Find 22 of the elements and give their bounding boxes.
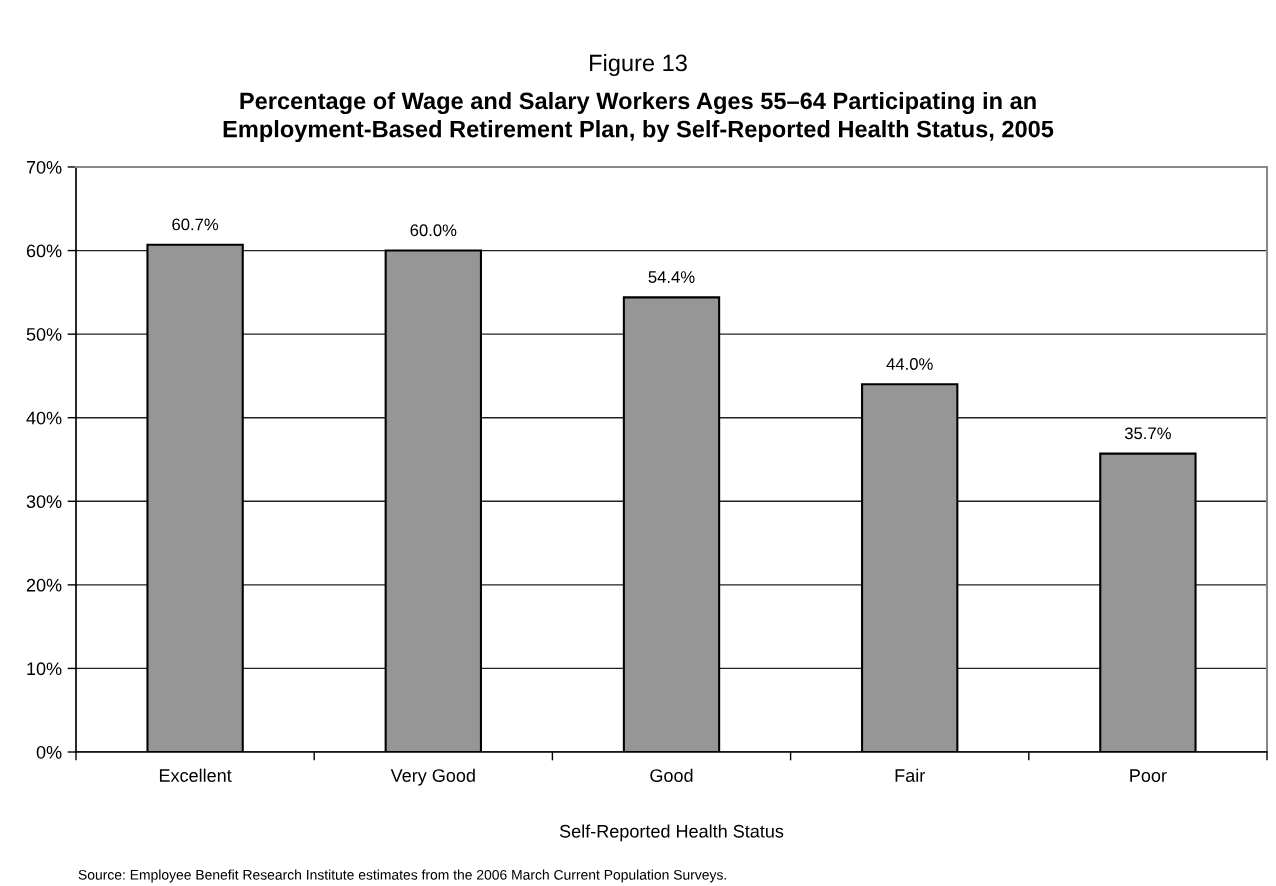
data-label: 35.7%	[1124, 427, 1171, 440]
data-label: 44.0%	[886, 358, 933, 370]
y-tick-label: 30%	[26, 495, 62, 509]
y-tick-label: 50%	[26, 328, 62, 341]
y-tick-label: 40%	[26, 411, 62, 425]
chart-subtitle: Percentage of Wage and Salary Workers Ages 55–64 Participating in an Employment-Based Retirement Plan, by Self-Reported Health Status, 2005	[223, 91, 1054, 143]
y-tick-label: 70%	[26, 160, 62, 174]
y-tick-label: 0%	[36, 745, 62, 759]
x-tick-label: Poor	[1130, 769, 1167, 782]
data-label: 60.0%	[410, 224, 457, 237]
chart-title: Figure 13	[590, 54, 687, 76]
data-label: 54.4%	[648, 271, 695, 283]
x-tick-label: Very Good	[390, 768, 475, 786]
y-tick-label: 10%	[27, 662, 62, 676]
data-label: 60.7%	[172, 218, 219, 231]
x-axis-title: Self-Reported Health Status	[559, 824, 784, 842]
source-note: Source: Employee Benefit Research Institute estimates from the 2006 March Current Population Surveys.	[78, 869, 726, 883]
x-tick-label: Good	[650, 768, 693, 782]
y-tick-label: 60%	[26, 244, 62, 258]
x-tick-label: Excellent	[159, 768, 232, 782]
y-tick-label: 20%	[26, 578, 62, 592]
x-tick-label: Fair	[895, 768, 925, 782]
